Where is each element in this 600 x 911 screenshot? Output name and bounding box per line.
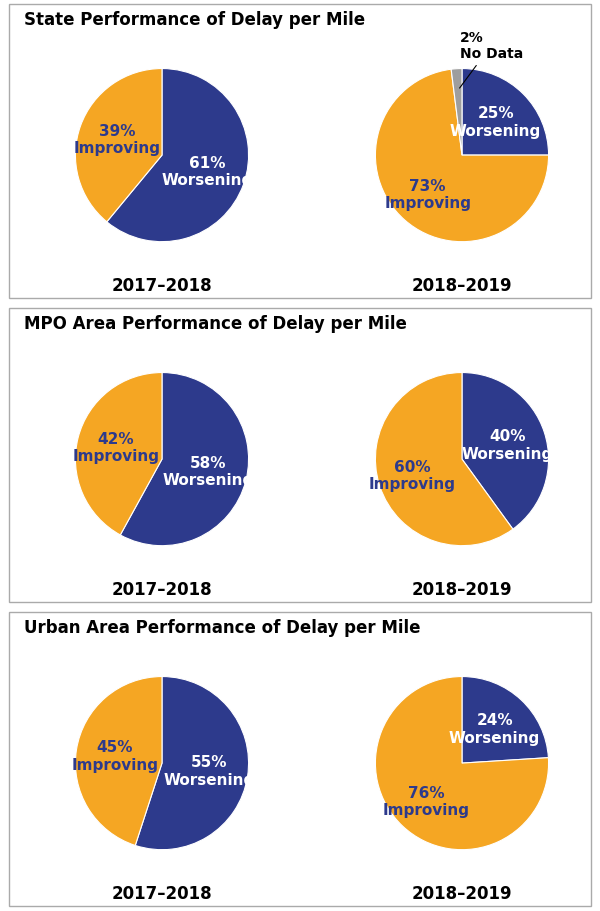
Text: 2017–2018: 2017–2018 — [112, 580, 212, 599]
Wedge shape — [76, 374, 162, 536]
Wedge shape — [135, 677, 248, 850]
Text: State Performance of Delay per Mile: State Performance of Delay per Mile — [24, 11, 365, 29]
Text: 2017–2018: 2017–2018 — [112, 277, 212, 294]
Text: 55%
Worsening: 55% Worsening — [163, 754, 254, 787]
Text: 2018–2019: 2018–2019 — [412, 277, 512, 294]
Text: 60%
Improving: 60% Improving — [369, 459, 456, 492]
Wedge shape — [451, 69, 462, 156]
Text: 61%
Worsening: 61% Worsening — [161, 156, 253, 189]
Wedge shape — [107, 69, 248, 242]
Text: MPO Area Performance of Delay per Mile: MPO Area Performance of Delay per Mile — [24, 314, 407, 333]
Text: 24%
Worsening: 24% Worsening — [449, 712, 540, 745]
Text: 76%
Improving: 76% Improving — [383, 785, 470, 817]
Text: 45%
Improving: 45% Improving — [71, 740, 158, 772]
Text: 2%
No Data: 2% No Data — [460, 31, 523, 89]
Text: 39%
Improving: 39% Improving — [74, 124, 161, 156]
Wedge shape — [376, 70, 548, 242]
Wedge shape — [376, 677, 548, 850]
Wedge shape — [462, 69, 548, 156]
Wedge shape — [76, 677, 162, 845]
Wedge shape — [76, 69, 162, 222]
Wedge shape — [462, 374, 548, 529]
Wedge shape — [120, 374, 248, 546]
Wedge shape — [376, 374, 513, 546]
Text: 2018–2019: 2018–2019 — [412, 580, 512, 599]
Text: 42%
Improving: 42% Improving — [73, 432, 160, 464]
Text: 2017–2018: 2017–2018 — [112, 884, 212, 902]
Text: 2018–2019: 2018–2019 — [412, 884, 512, 902]
Wedge shape — [462, 677, 548, 763]
Text: 58%
Worsening: 58% Worsening — [163, 456, 254, 487]
Text: 73%
Improving: 73% Improving — [384, 179, 471, 211]
Text: 25%
Worsening: 25% Worsening — [450, 106, 541, 138]
Text: Urban Area Performance of Delay per Mile: Urban Area Performance of Delay per Mile — [24, 619, 421, 636]
Text: 40%
Worsening: 40% Worsening — [461, 429, 553, 461]
